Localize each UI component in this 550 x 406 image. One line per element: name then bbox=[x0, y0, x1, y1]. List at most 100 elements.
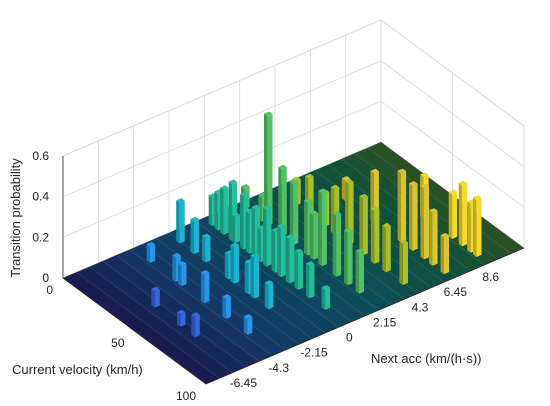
bar-side bbox=[452, 192, 458, 239]
bar-face bbox=[178, 263, 182, 287]
bar-face bbox=[200, 272, 205, 304]
bar-top bbox=[332, 211, 342, 216]
bar-side bbox=[280, 226, 286, 278]
y-tick-label: 8.6 bbox=[482, 270, 499, 284]
bar-face bbox=[341, 178, 346, 202]
bar-top bbox=[370, 206, 380, 211]
bar-face bbox=[190, 219, 194, 255]
bar-top bbox=[420, 172, 429, 178]
bar bbox=[231, 212, 241, 244]
bar-side bbox=[297, 251, 303, 290]
bar bbox=[220, 185, 229, 235]
bar bbox=[201, 233, 211, 263]
bar-face bbox=[289, 181, 294, 246]
bar-top bbox=[429, 208, 438, 213]
bar bbox=[177, 309, 186, 327]
bar bbox=[332, 211, 342, 277]
bar bbox=[309, 210, 319, 260]
bar-top bbox=[250, 253, 260, 258]
bar bbox=[230, 242, 239, 284]
bar-top bbox=[220, 185, 229, 190]
bar-top bbox=[382, 222, 391, 228]
z-axis-label: Transition probability bbox=[8, 158, 23, 278]
bar-top bbox=[321, 285, 331, 290]
y-tick-label: 2.15 bbox=[373, 315, 397, 329]
bar-side bbox=[313, 213, 319, 260]
y-tick-label: 4.3 bbox=[412, 300, 429, 314]
bar-face bbox=[224, 252, 229, 280]
bar-side bbox=[235, 214, 241, 244]
bar-top bbox=[448, 189, 458, 195]
bar-face bbox=[305, 263, 310, 299]
bar-top bbox=[222, 294, 231, 299]
bar bbox=[264, 111, 273, 226]
bar-top bbox=[330, 184, 340, 190]
bar-face bbox=[278, 167, 282, 237]
bar bbox=[200, 270, 210, 304]
bar-top bbox=[304, 198, 313, 203]
bar-side bbox=[205, 236, 211, 263]
bar-top bbox=[191, 312, 200, 317]
bar-top bbox=[151, 286, 160, 292]
bar-side bbox=[254, 255, 260, 299]
tick-labels: 0 0.2 0.4 0.6 0 50 100 -6.45 -4.3 -2.15 0 2.15 4.3 6.… bbox=[32, 149, 499, 403]
bar-face bbox=[429, 210, 433, 266]
bar bbox=[355, 248, 364, 294]
bar-side bbox=[462, 183, 468, 247]
bar-side bbox=[359, 251, 364, 294]
bar-top bbox=[231, 212, 241, 217]
bar bbox=[399, 239, 408, 286]
y-tick-label: 6.45 bbox=[444, 285, 468, 299]
bar-side bbox=[193, 219, 199, 255]
floor-strip bbox=[89, 261, 246, 373]
bar-top bbox=[241, 184, 250, 189]
bar-face bbox=[214, 191, 218, 231]
bar bbox=[420, 183, 429, 260]
bar-side bbox=[385, 225, 391, 273]
bar bbox=[294, 248, 303, 290]
bar-face bbox=[250, 255, 254, 299]
bar bbox=[264, 280, 274, 310]
bar-side bbox=[401, 171, 407, 243]
bar-side bbox=[234, 245, 239, 284]
bar-face bbox=[243, 316, 248, 335]
bar-side bbox=[476, 197, 482, 257]
bar-side bbox=[267, 114, 273, 226]
bar-top bbox=[458, 180, 468, 186]
bar-face bbox=[177, 312, 181, 327]
bar-face bbox=[399, 241, 403, 286]
bar-face bbox=[467, 201, 471, 253]
bar-top bbox=[251, 204, 261, 210]
bar bbox=[263, 204, 272, 267]
bar-top bbox=[294, 248, 303, 254]
bar-side bbox=[223, 187, 229, 235]
bar-face bbox=[245, 210, 250, 254]
y-axis-line bbox=[205, 247, 525, 385]
bar-side bbox=[204, 272, 210, 304]
bar-side bbox=[181, 263, 187, 287]
bar-face bbox=[355, 250, 359, 294]
bar-side bbox=[247, 316, 253, 335]
bar-side bbox=[194, 314, 200, 338]
bar-face bbox=[397, 170, 401, 243]
axes-box bbox=[62, 19, 525, 279]
bar-top bbox=[228, 179, 238, 185]
bar-top bbox=[397, 168, 407, 174]
bar-side bbox=[374, 208, 380, 264]
z-tick-label: 0.2 bbox=[32, 230, 49, 244]
bar-face bbox=[220, 187, 224, 235]
bar-top bbox=[285, 234, 295, 239]
bar-top bbox=[277, 223, 286, 229]
bar-top bbox=[359, 193, 368, 199]
bar-side bbox=[154, 289, 160, 308]
bar-top bbox=[201, 233, 211, 239]
bar bbox=[321, 285, 331, 310]
z-tick-label: 0.6 bbox=[32, 149, 49, 163]
y-axis-label: Next acc (km/(h·s)) bbox=[371, 351, 482, 366]
axes-front bbox=[62, 156, 525, 385]
bar-top bbox=[440, 232, 449, 238]
bar-face bbox=[244, 261, 249, 295]
bar-face bbox=[344, 230, 348, 286]
bar-side bbox=[347, 230, 353, 286]
